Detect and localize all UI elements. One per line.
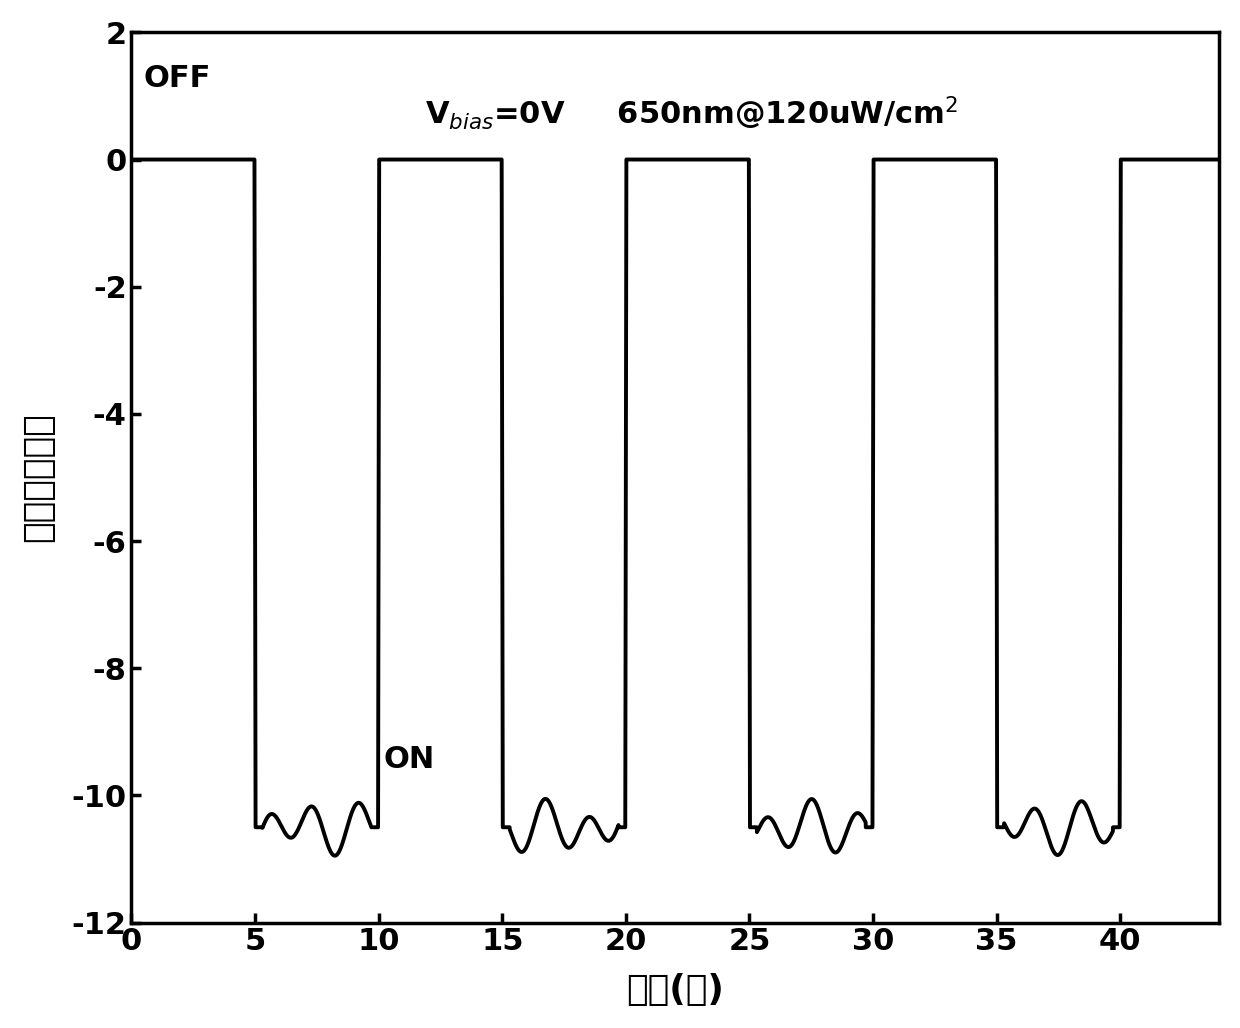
Text: OFF: OFF bbox=[144, 64, 211, 94]
Y-axis label: 电流（纳安）: 电流（纳安） bbox=[21, 412, 55, 543]
Text: ON: ON bbox=[383, 744, 435, 774]
X-axis label: 时间(秒): 时间(秒) bbox=[626, 974, 724, 1007]
Text: V$_{bias}$=0V     650nm@120uW/cm$^{2}$: V$_{bias}$=0V 650nm@120uW/cm$^{2}$ bbox=[425, 95, 959, 133]
